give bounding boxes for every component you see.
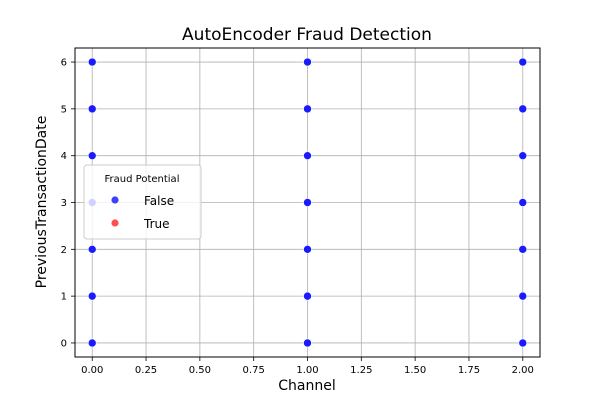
data-point-false — [303, 104, 312, 114]
x-tick-label: 0.25 — [135, 365, 157, 376]
legend-marker-false — [111, 196, 119, 204]
data-point-false — [518, 245, 528, 254]
x-tick-label: 1.50 — [404, 365, 426, 376]
legend-label-true: True — [143, 217, 170, 231]
y-tick-label: 3 — [61, 198, 67, 209]
data-point-false — [303, 151, 312, 160]
y-axis-ticks: 0 1 2 3 4 5 6 — [61, 58, 75, 349]
data-point-false — [518, 291, 528, 301]
data-point-false — [87, 151, 97, 160]
chart-title: AutoEncoder Fraud Detection — [182, 25, 432, 45]
x-axis-ticks: 0.00 0.25 0.50 0.75 1.00 1.25 1.50 1.75 2.00 — [81, 357, 534, 376]
x-tick-label: 1.25 — [350, 365, 372, 376]
legend: Fraud Potential False True — [83, 164, 202, 240]
x-tick-label: 1.75 — [458, 365, 480, 376]
y-tick-label: 2 — [61, 245, 67, 256]
x-tick-label: 0.00 — [81, 365, 103, 376]
data-point-false — [518, 198, 528, 207]
data-point-false — [518, 151, 528, 160]
legend-label-false: False — [144, 194, 174, 208]
y-tick-label: 6 — [61, 58, 67, 69]
data-point-false — [87, 245, 97, 254]
y-tick-label: 4 — [61, 151, 67, 162]
legend-marker-true — [111, 219, 119, 227]
x-axis-label: Channel — [278, 378, 335, 394]
y-axis-label: PreviousTransactionDate — [34, 116, 50, 289]
data-point-false — [303, 291, 312, 301]
x-tick-label: 2.00 — [512, 365, 534, 376]
data-point-false — [518, 338, 528, 348]
y-tick-label: 1 — [61, 292, 67, 303]
data-point-false — [518, 57, 528, 67]
data-point-false — [303, 245, 312, 254]
x-tick-label: 0.75 — [243, 365, 265, 376]
x-tick-label: 1.00 — [296, 365, 318, 376]
data-point-false — [87, 57, 97, 67]
y-tick-label: 5 — [61, 104, 67, 115]
data-point-false — [87, 104, 97, 114]
y-tick-label: 0 — [61, 338, 67, 349]
data-point-false — [518, 104, 528, 114]
data-point-false — [87, 338, 97, 348]
data-point-false — [303, 198, 312, 207]
data-point-false — [87, 291, 97, 301]
x-tick-label: 0.50 — [189, 365, 211, 376]
data-point-false — [303, 57, 312, 67]
data-point-false — [303, 338, 312, 348]
legend-title: Fraud Potential — [105, 174, 180, 185]
